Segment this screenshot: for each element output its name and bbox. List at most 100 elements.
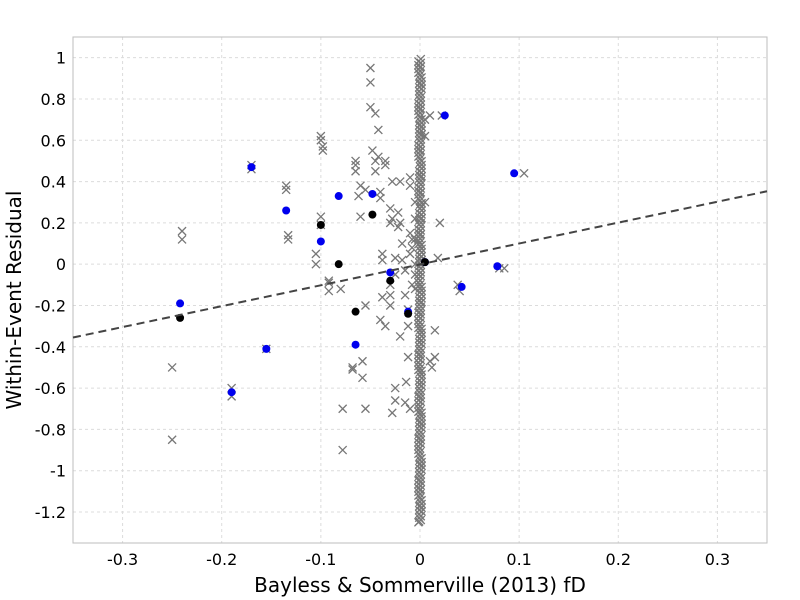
blue-point bbox=[351, 340, 360, 349]
cross-marker bbox=[336, 284, 346, 294]
cross-marker bbox=[413, 319, 423, 329]
blue-point bbox=[227, 388, 236, 397]
cross-marker bbox=[380, 160, 390, 170]
cross-marker bbox=[361, 185, 370, 195]
binned-mean-points bbox=[176, 111, 519, 397]
cross-marker bbox=[413, 235, 423, 245]
black-point bbox=[334, 260, 343, 269]
cross-marker bbox=[414, 349, 424, 359]
cross-marker bbox=[373, 125, 383, 135]
cross-marker bbox=[416, 271, 426, 281]
cross-marker bbox=[356, 212, 365, 222]
cross-marker bbox=[361, 301, 370, 310]
cross-marker bbox=[417, 210, 427, 219]
cross-marker bbox=[413, 194, 423, 203]
cross-marker bbox=[393, 208, 403, 218]
cross-marker bbox=[281, 181, 291, 191]
cross-marker bbox=[415, 500, 425, 510]
cross-marker bbox=[385, 301, 395, 310]
x-axis-title: Bayless & Sommerville (2013) fD bbox=[254, 573, 586, 597]
y-tick-label: 0 bbox=[56, 255, 66, 274]
cross-marker bbox=[413, 323, 423, 333]
cross-marker bbox=[405, 181, 415, 191]
cross-marker bbox=[370, 166, 380, 176]
y-tick-label: 0.4 bbox=[41, 173, 66, 192]
cross-marker bbox=[316, 212, 326, 222]
cross-marker bbox=[417, 297, 427, 307]
cross-marker bbox=[417, 213, 427, 223]
cross-marker bbox=[413, 445, 423, 455]
cross-marker bbox=[377, 255, 387, 265]
cross-marker bbox=[414, 345, 424, 355]
cross-marker bbox=[403, 352, 413, 362]
cross-marker bbox=[414, 387, 424, 397]
blue-point bbox=[334, 192, 343, 201]
cross-marker bbox=[348, 362, 358, 372]
y-tick-label: 0.6 bbox=[41, 131, 66, 150]
cross-marker bbox=[397, 255, 407, 265]
blue-point bbox=[316, 237, 325, 246]
cross-marker bbox=[373, 152, 383, 162]
cross-marker bbox=[397, 239, 407, 248]
cross-marker bbox=[405, 249, 415, 259]
cross-marker bbox=[414, 471, 424, 481]
cross-marker bbox=[415, 417, 425, 427]
cross-marker bbox=[415, 162, 425, 171]
cross-marker bbox=[414, 513, 424, 523]
black-point bbox=[316, 220, 325, 229]
cross-marker bbox=[416, 226, 426, 235]
blue-point bbox=[282, 206, 291, 215]
cross-marker bbox=[416, 142, 426, 152]
x-tick-label: -0.2 bbox=[206, 550, 237, 569]
cross-marker bbox=[348, 365, 358, 374]
y-tick-label: 0.8 bbox=[41, 90, 66, 109]
cross-marker bbox=[413, 491, 423, 501]
cross-marker bbox=[414, 136, 424, 146]
blue-point bbox=[262, 344, 271, 353]
cross-marker bbox=[417, 293, 427, 303]
cross-marker bbox=[400, 290, 410, 300]
cross-marker bbox=[365, 102, 375, 112]
cross-marker bbox=[415, 78, 425, 88]
cross-marker bbox=[416, 184, 426, 194]
cross-marker bbox=[358, 356, 367, 366]
cross-marker bbox=[415, 203, 425, 213]
cross-marker bbox=[414, 90, 424, 100]
y-tick-label: -0.2 bbox=[35, 296, 66, 315]
x-tick-label: -0.1 bbox=[305, 550, 336, 569]
cross-marker bbox=[430, 325, 440, 335]
cross-marker bbox=[405, 404, 415, 414]
cross-marker bbox=[519, 168, 529, 178]
cross-marker bbox=[358, 373, 367, 383]
cross-marker bbox=[425, 111, 435, 120]
cross-marker bbox=[414, 429, 424, 439]
cross-marker bbox=[400, 398, 410, 408]
cross-marker bbox=[417, 339, 427, 349]
cross-marker bbox=[375, 193, 385, 203]
cross-marker bbox=[395, 218, 405, 228]
blue-point bbox=[368, 189, 377, 198]
cross-marker bbox=[413, 449, 423, 459]
cross-marker bbox=[416, 187, 426, 197]
cross-marker bbox=[416, 229, 426, 239]
cross-marker bbox=[377, 292, 387, 302]
cross-marker bbox=[281, 185, 291, 195]
black-point bbox=[386, 276, 395, 285]
y-axis-title: Within-Event Residual bbox=[2, 191, 26, 410]
cross-marker bbox=[416, 484, 426, 494]
cross-marker bbox=[370, 108, 380, 118]
cross-marker bbox=[380, 321, 390, 331]
cross-marker bbox=[365, 63, 375, 73]
cross-marker bbox=[435, 218, 445, 228]
cross-marker bbox=[415, 459, 425, 469]
cross-marker bbox=[177, 234, 187, 244]
y-tick-label: -0.8 bbox=[35, 420, 66, 439]
cross-marker bbox=[413, 365, 423, 375]
cross-marker bbox=[403, 321, 413, 331]
cross-marker bbox=[316, 135, 326, 145]
cross-marker bbox=[416, 62, 426, 72]
y-tick-label: -1 bbox=[50, 462, 66, 481]
cross-marker bbox=[499, 263, 509, 273]
